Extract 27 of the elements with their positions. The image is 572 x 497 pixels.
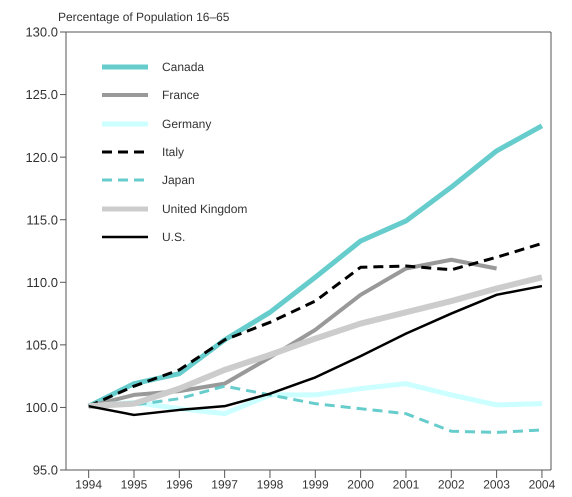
legend-label: France [162,88,200,102]
x-tick-label: 1994 [75,478,102,492]
y-axis-title: Percentage of Population 16–65 [58,10,230,24]
x-tick-label: 2000 [347,478,374,492]
legend-label: U.S. [162,230,186,244]
x-tick-label: 1996 [166,478,193,492]
x-tick-label: 1995 [120,478,148,492]
x-tick-label: 1997 [211,478,238,492]
legend-label: United Kingdom [162,202,248,216]
y-tick-label: 130.0 [25,24,58,40]
x-tick-label: 1998 [256,478,284,492]
x-tick-label: 2004 [528,478,556,492]
legend-label: Canada [162,60,204,74]
x-tick-label: 2002 [438,478,465,492]
y-tick-label: 115.0 [26,212,58,228]
x-tick-label: 2003 [483,478,510,492]
y-tick-label: 95.0 [32,462,58,478]
y-tick-label: 120.0 [25,150,58,165]
y-tick-label: 100.0 [25,400,58,416]
x-tick-label: 2001 [392,478,420,492]
y-tick-label: 105.0 [25,337,58,352]
y-tick-label: 125.0 [25,87,58,102]
x-tick-label: 1999 [302,478,329,492]
legend-label: Italy [162,145,184,160]
legend-label: Germany [162,116,212,131]
y-tick-label: 110.0 [26,274,58,290]
legend-label: Japan [162,173,195,188]
